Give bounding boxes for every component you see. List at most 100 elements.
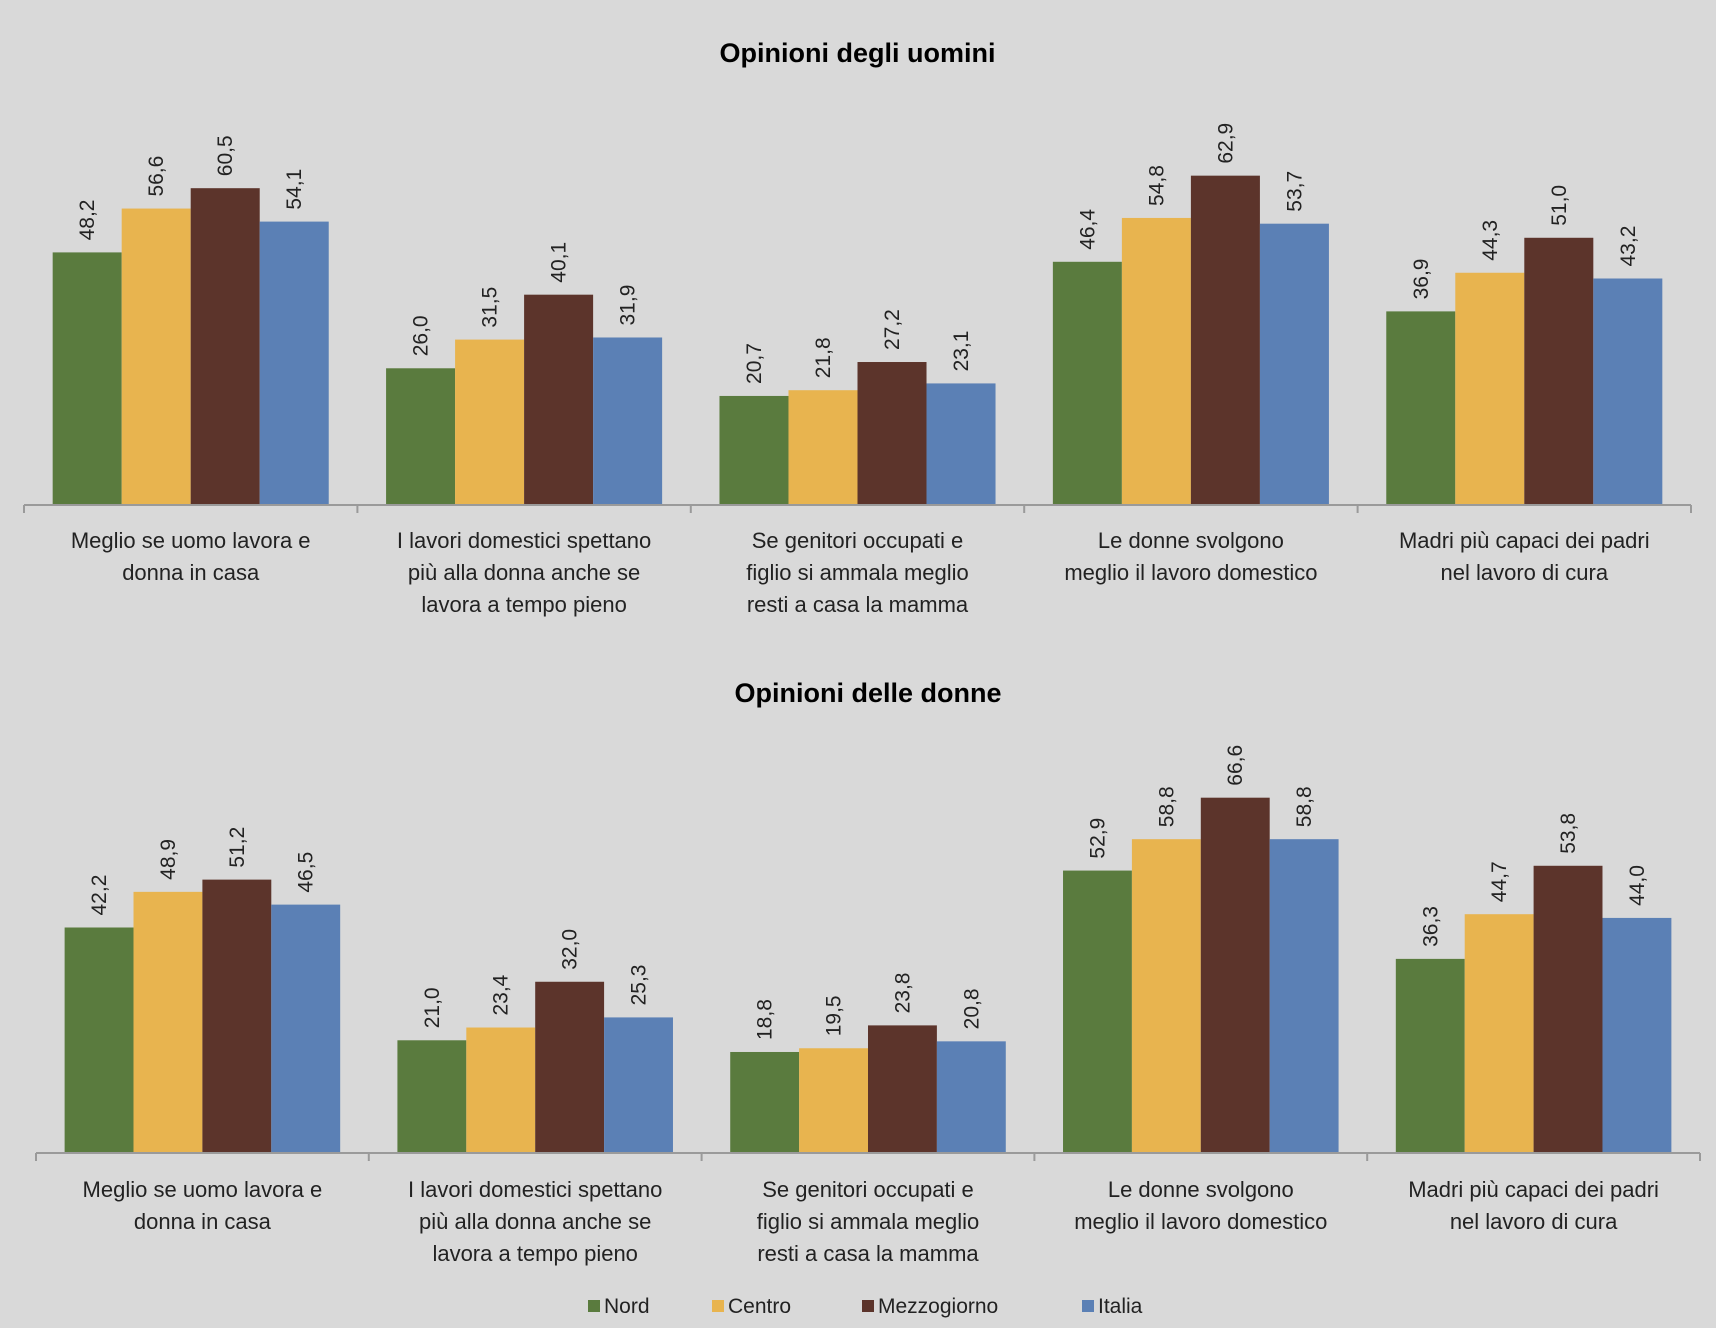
data-label: 32,0 xyxy=(559,929,582,970)
data-label: 20,7 xyxy=(743,343,766,384)
data-label: 23,8 xyxy=(891,973,914,1014)
legend-item-nord: Nord xyxy=(588,1295,650,1318)
legend-label: Mezzogiorno xyxy=(878,1295,998,1318)
bar-nord xyxy=(1063,870,1132,1152)
bar-nord xyxy=(64,927,134,1152)
bar-mezzogiorno xyxy=(1524,237,1594,504)
bar-mezzogiorno xyxy=(1533,865,1603,1152)
bar-centro xyxy=(1464,914,1534,1152)
bar-centro xyxy=(1131,839,1201,1152)
category-label: Meglio se uomo lavora e xyxy=(71,528,311,553)
category-label: Le donne svolgono xyxy=(1098,528,1284,553)
legend: Nord Centro Mezzogiorno Italia xyxy=(588,1295,1143,1318)
category-label: I lavori domestici spettano xyxy=(408,1177,662,1202)
data-label: 18,8 xyxy=(754,999,777,1040)
data-label: 19,5 xyxy=(823,995,846,1036)
category-label: lavora a tempo pieno xyxy=(432,1241,637,1266)
data-label: 56,6 xyxy=(145,156,168,197)
bar-mezzogiorno xyxy=(1190,175,1260,505)
category-label: più alla donna anche se xyxy=(419,1209,651,1234)
bar-centro xyxy=(466,1027,536,1152)
bar-italia xyxy=(936,1041,1006,1152)
data-label: 44,0 xyxy=(1626,865,1649,906)
bar-centro xyxy=(133,891,203,1152)
data-label: 48,9 xyxy=(157,839,180,880)
data-label: 62,9 xyxy=(1214,123,1237,164)
bar-centro xyxy=(455,339,525,504)
category-label: resti a casa la mamma xyxy=(757,1241,979,1266)
data-label: 60,5 xyxy=(214,135,237,176)
bar-nord xyxy=(52,252,122,504)
bar-nord xyxy=(1386,311,1456,504)
data-label: 48,2 xyxy=(76,200,99,241)
category-label: più alla donna anche se xyxy=(408,560,640,585)
bar-centro xyxy=(1455,272,1525,504)
data-label: 58,8 xyxy=(1293,786,1316,827)
bar-italia xyxy=(604,1017,673,1152)
bar-italia xyxy=(1259,223,1329,504)
bar-mezzogiorno xyxy=(868,1025,937,1152)
legend-item-centro: Centro xyxy=(712,1295,791,1318)
data-label: 54,8 xyxy=(1145,165,1168,206)
category-label: lavora a tempo pieno xyxy=(421,592,626,617)
chart-women: Opinioni delle donne 42,2 48,9 51,2 46,5 Megl… xyxy=(35,678,1701,1266)
legend-label: Italia xyxy=(1098,1295,1143,1318)
bar-mezzogiorno xyxy=(857,362,927,504)
data-label: 52,9 xyxy=(1086,818,1109,859)
bar-nord xyxy=(1052,261,1122,504)
data-label: 43,2 xyxy=(1617,226,1640,267)
category-label: Meglio se uomo lavora e xyxy=(83,1177,323,1202)
data-label: 31,9 xyxy=(617,285,640,326)
legend-label: Nord xyxy=(604,1295,650,1318)
bar-centro xyxy=(121,208,191,504)
data-label: 23,4 xyxy=(490,974,513,1015)
category-label: I lavori domestici spettano xyxy=(397,528,651,553)
category-label: Se genitori occupati e xyxy=(762,1177,974,1202)
chart-title: Opinioni delle donne xyxy=(735,678,1002,708)
bar-italia xyxy=(259,221,329,504)
data-label: 44,7 xyxy=(1488,861,1511,902)
data-label: 53,7 xyxy=(1283,171,1306,212)
legend-swatch xyxy=(1082,1300,1094,1312)
bar-nord xyxy=(730,1051,800,1152)
legend-label: Centro xyxy=(728,1295,791,1318)
data-label: 66,6 xyxy=(1224,745,1247,786)
data-label: 51,0 xyxy=(1548,185,1571,226)
data-label: 21,8 xyxy=(812,337,835,378)
data-label: 53,8 xyxy=(1557,813,1580,854)
bar-nord xyxy=(386,368,456,504)
legend-item-italia: Italia xyxy=(1082,1295,1143,1318)
bar-centro xyxy=(1121,217,1191,504)
data-label: 54,1 xyxy=(283,169,306,210)
legend-item-mezzogiorno: Mezzogiorno xyxy=(862,1295,998,1318)
category-label: Madri più capaci dei padri xyxy=(1399,528,1650,553)
data-label: 21,0 xyxy=(421,987,444,1028)
category-label: donna in casa xyxy=(122,560,260,585)
bar-italia xyxy=(1602,917,1672,1152)
data-label: 27,2 xyxy=(881,309,904,350)
chart-men: Opinioni degli uomini 48,2 56,6 60,5 54,1 Meg… xyxy=(23,38,1692,617)
bar-nord xyxy=(719,395,789,504)
category-label: nel lavoro di cura xyxy=(1441,560,1609,585)
legend-swatch xyxy=(588,1300,600,1312)
bar-mezzogiorno xyxy=(1200,797,1270,1152)
category-label: figlio si ammala meglio xyxy=(746,560,969,585)
chart-title: Opinioni degli uomini xyxy=(720,38,996,68)
data-label: 20,8 xyxy=(960,988,983,1029)
data-label: 58,8 xyxy=(1155,786,1178,827)
bar-nord xyxy=(1395,958,1465,1152)
category-label: figlio si ammala meglio xyxy=(757,1209,980,1234)
bar-mezzogiorno xyxy=(202,879,272,1152)
bar-italia xyxy=(1269,839,1339,1152)
bar-centro xyxy=(788,390,858,504)
category-label: nel lavoro di cura xyxy=(1450,1209,1618,1234)
data-label: 42,2 xyxy=(88,875,111,916)
bar-italia xyxy=(593,337,663,504)
bar-nord xyxy=(397,1040,467,1152)
category-label: meglio il lavoro domestico xyxy=(1064,560,1317,585)
bar-mezzogiorno xyxy=(190,188,260,504)
data-label: 46,5 xyxy=(295,852,318,893)
category-label: donna in casa xyxy=(134,1209,272,1234)
category-label: resti a casa la mamma xyxy=(747,592,969,617)
data-label: 51,2 xyxy=(226,827,249,868)
